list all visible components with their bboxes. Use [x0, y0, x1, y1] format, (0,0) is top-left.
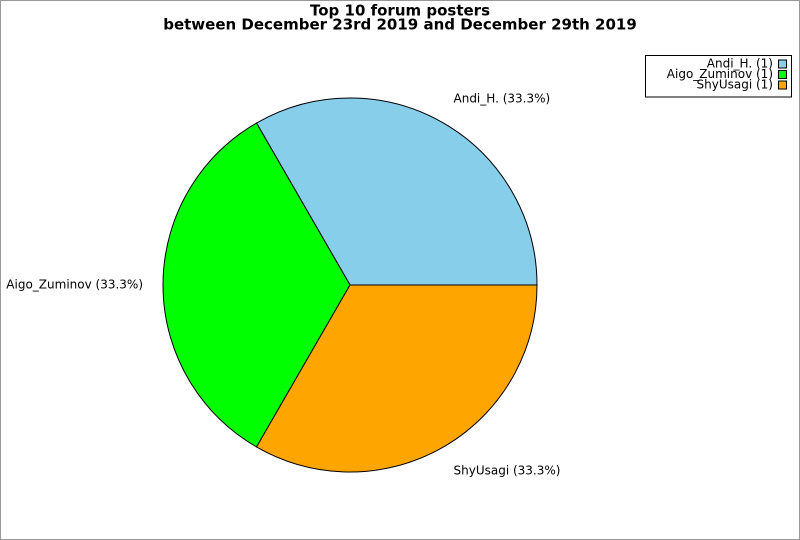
pie-slice [255, 97, 538, 286]
legend-swatch [778, 80, 787, 90]
legend-box [645, 55, 792, 98]
slice-label: Aigo_Zuminov (33.3%) [6, 278, 143, 292]
legend-label: Aigo_Zuminov (1) [667, 67, 773, 81]
legend-swatch [778, 70, 787, 79]
pie-slice [162, 122, 351, 448]
legend-label: ShyUsagi (1) [697, 78, 773, 92]
slice-label: ShyUsagi (33.3%) [454, 464, 561, 478]
legend-label: Andi_H. (1) [707, 57, 773, 71]
chart-title: Top 10 forum posters [310, 2, 490, 20]
pie-slice [255, 284, 538, 473]
slice-label: Andi_H. (33.3%) [454, 91, 551, 105]
chart-subtitle: between December 23rd 2019 and December … [163, 16, 637, 34]
legend-swatch [778, 59, 787, 69]
